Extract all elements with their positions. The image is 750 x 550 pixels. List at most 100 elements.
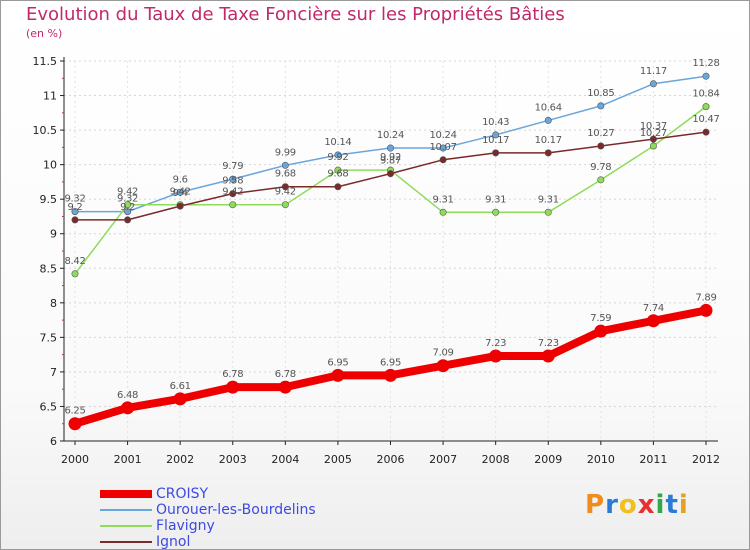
data-label: 6.25 (64, 406, 85, 417)
data-point (124, 208, 132, 216)
logo-letter: r (605, 490, 619, 520)
data-label: 6.48 (117, 390, 138, 401)
data-point (176, 202, 184, 210)
data-point (124, 201, 132, 209)
data-label: 9.42 (117, 187, 138, 198)
data-point (439, 208, 447, 216)
data-label: 10.64 (535, 102, 562, 113)
data-label: 10.07 (430, 142, 457, 153)
data-label: 9.2 (67, 202, 82, 213)
legend-swatch-croisy (100, 490, 152, 498)
data-point (439, 156, 447, 164)
legend-item-flavigny: Flavigny (100, 518, 316, 534)
data-point (492, 131, 500, 139)
y-tick-label: 9 (50, 228, 57, 241)
data-label: 9.87 (380, 156, 401, 167)
data-label: 7.59 (590, 313, 611, 324)
data-point (278, 380, 292, 394)
x-tick-label: 2010 (587, 453, 615, 466)
data-point (281, 183, 289, 191)
data-label: 9.6 (173, 174, 188, 185)
data-label: 10.47 (692, 114, 719, 125)
data-point (386, 170, 394, 178)
data-label: 10.85 (587, 88, 614, 99)
data-label: 10.14 (324, 137, 351, 148)
data-label: 9.68 (327, 169, 348, 180)
x-tick-label: 2001 (114, 453, 142, 466)
data-point (71, 216, 79, 224)
x-tick-label: 2007 (429, 453, 457, 466)
data-label: 10.43 (482, 117, 509, 128)
data-label: 10.27 (587, 128, 614, 139)
data-point (71, 270, 79, 278)
data-label: 9.42 (170, 187, 191, 198)
x-tick-label: 2009 (534, 453, 562, 466)
data-label: 10.17 (482, 135, 509, 146)
data-point (334, 166, 342, 174)
data-label: 6.95 (380, 357, 401, 368)
data-label: 7.89 (695, 292, 716, 303)
data-point (173, 392, 187, 406)
data-label: 6.95 (327, 357, 348, 368)
y-tick-label: 11.5 (33, 55, 58, 68)
data-point (334, 183, 342, 191)
logo-letter: x (637, 490, 656, 520)
y-tick-label: 6.5 (40, 400, 58, 413)
data-point (594, 324, 608, 338)
data-point (226, 380, 240, 394)
data-label: 9.99 (275, 147, 296, 158)
logo-letter: t (665, 490, 679, 520)
data-label: 9.79 (222, 161, 243, 172)
data-point (229, 190, 237, 198)
x-tick-label: 2006 (377, 453, 405, 466)
y-tick-label: 7 (50, 366, 57, 379)
data-point (436, 359, 450, 373)
data-label: 9.68 (275, 169, 296, 180)
data-label: 10.24 (430, 130, 457, 141)
data-label: 9.42 (275, 187, 296, 198)
y-tick-label: 7.5 (40, 331, 58, 344)
y-tick-label: 10.5 (33, 124, 58, 137)
data-point (281, 161, 289, 169)
logo-letter: o (618, 490, 638, 520)
data-point (646, 314, 660, 328)
data-label: 11.17 (640, 66, 667, 77)
legend-item-croisy: CROISY (100, 486, 316, 502)
data-point (597, 142, 605, 150)
logo-letter: P (585, 490, 606, 520)
legend-item-ignol: Ignol (100, 534, 316, 550)
data-point (331, 368, 345, 382)
data-label: 9.2 (120, 202, 135, 213)
data-point (229, 175, 237, 183)
x-tick-label: 2008 (482, 453, 510, 466)
data-label: 9.31 (485, 194, 506, 205)
data-point (544, 149, 552, 157)
legend-swatch-flavigny (100, 525, 152, 527)
data-point (702, 128, 710, 136)
data-point (71, 208, 79, 216)
data-point (597, 102, 605, 110)
data-point (229, 201, 237, 209)
data-label: 10.84 (692, 89, 719, 100)
data-point (649, 135, 657, 143)
y-tick-label: 6 (50, 435, 57, 448)
logo-letter: i (655, 490, 666, 520)
proxiti-logo: Proxiti (585, 490, 689, 520)
data-point (541, 349, 555, 363)
data-label: 6.78 (275, 369, 296, 380)
data-label: 9.92 (380, 152, 401, 163)
legend-label-ignol: Ignol (156, 534, 191, 550)
data-point (384, 368, 397, 382)
data-point (68, 417, 82, 431)
data-point (281, 201, 289, 209)
logo-letter: i (678, 490, 689, 520)
data-point (597, 176, 605, 184)
data-point (489, 349, 503, 363)
data-label: 6.61 (170, 381, 191, 392)
y-tick-label: 8 (50, 297, 57, 310)
legend-label-flavigny: Flavigny (156, 518, 215, 534)
data-point (702, 103, 710, 111)
data-point (649, 142, 657, 150)
data-label: 9.78 (590, 162, 611, 173)
y-tick-label: 10 (43, 159, 57, 172)
